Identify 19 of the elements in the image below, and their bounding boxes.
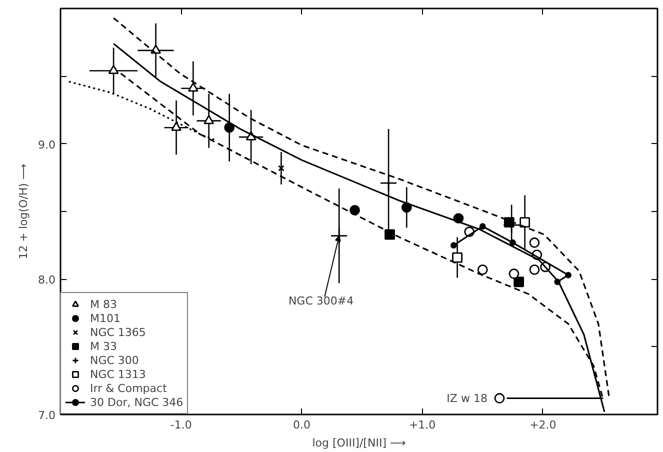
legend-label: M 33 xyxy=(90,339,117,353)
y-tick-label: 7.0 xyxy=(38,409,56,422)
annotation: IZ w 18 xyxy=(446,392,488,405)
x-axis-title: log [OIII]/[NII] ⟶ xyxy=(312,436,406,450)
x-tick-label: -1.0 xyxy=(170,418,192,432)
legend-label: NGC 1313 xyxy=(90,367,146,381)
y-axis-title: 12 + log(O/H) ⟶ xyxy=(17,164,30,260)
legend-label: NGC 300 xyxy=(90,353,139,367)
legend-label: M101 xyxy=(90,311,120,325)
y-tick-label: 9.0 xyxy=(38,138,56,152)
legend-label: M 83 xyxy=(90,297,117,311)
y-tick-label: 8.0 xyxy=(38,274,56,287)
x-tick-label: +2.0 xyxy=(530,418,556,432)
x-tick-label: +1.0 xyxy=(408,418,436,432)
legend-label: Irr & Compact xyxy=(90,381,167,395)
annotation: NGC 300#4 xyxy=(288,294,354,308)
x-tick-label: 0.0 xyxy=(292,418,310,432)
legend-label: NGC 1365 xyxy=(90,325,146,339)
legend-label: 30 Dor, NGC 346 xyxy=(90,395,184,409)
